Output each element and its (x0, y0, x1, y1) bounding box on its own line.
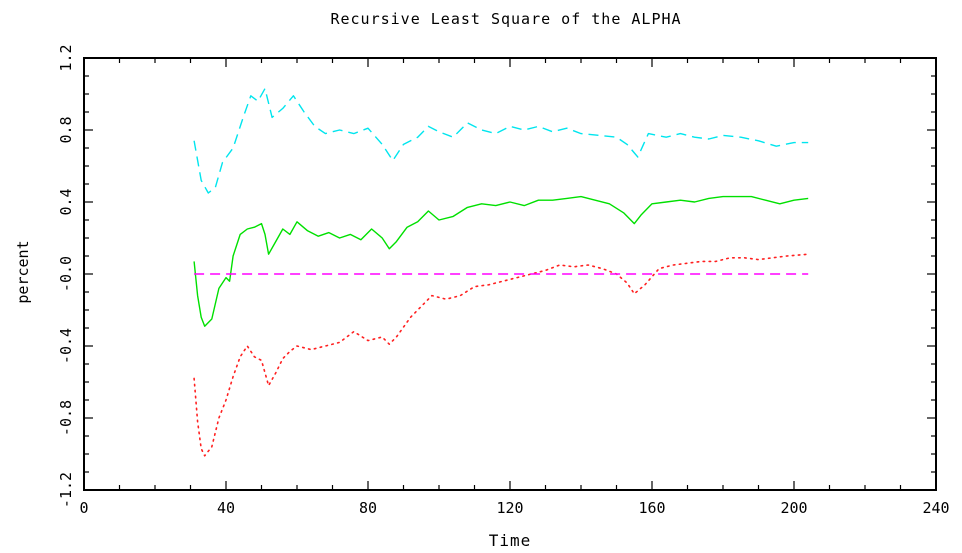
x-tick-label: 160 (638, 499, 665, 517)
series-layer (193, 87, 809, 457)
x-tick-label: 240 (922, 499, 949, 517)
y-tick-label: 0.8 (57, 116, 75, 143)
series-line-3 (193, 253, 809, 457)
chart-title: Recursive Least Square of the ALPHA (330, 10, 681, 28)
y-tick-label: -0.0 (57, 256, 75, 292)
y-tick-label: 1.2 (57, 44, 75, 71)
series-line-1 (193, 87, 809, 194)
x-tick-label: 120 (496, 499, 523, 517)
x-tick-label: 80 (359, 499, 377, 517)
x-tick-label: 40 (217, 499, 235, 517)
series-line-2 (193, 195, 809, 327)
y-tick-label: -0.4 (57, 328, 75, 364)
y-axis-label: percent (14, 240, 32, 303)
axis-layer: 0 40 80 120 160 200 240 -1.2 -0.8 -0.4 -0.0 0.4 0.8 1… (57, 44, 950, 517)
x-tick-label: 200 (780, 499, 807, 517)
x-tick-label: 0 (79, 499, 88, 517)
y-tick-label: -0.8 (57, 400, 75, 436)
x-axis-label: Time (489, 531, 532, 550)
y-tick-label: 0.4 (57, 188, 75, 215)
y-tick-label: -1.2 (57, 472, 75, 508)
